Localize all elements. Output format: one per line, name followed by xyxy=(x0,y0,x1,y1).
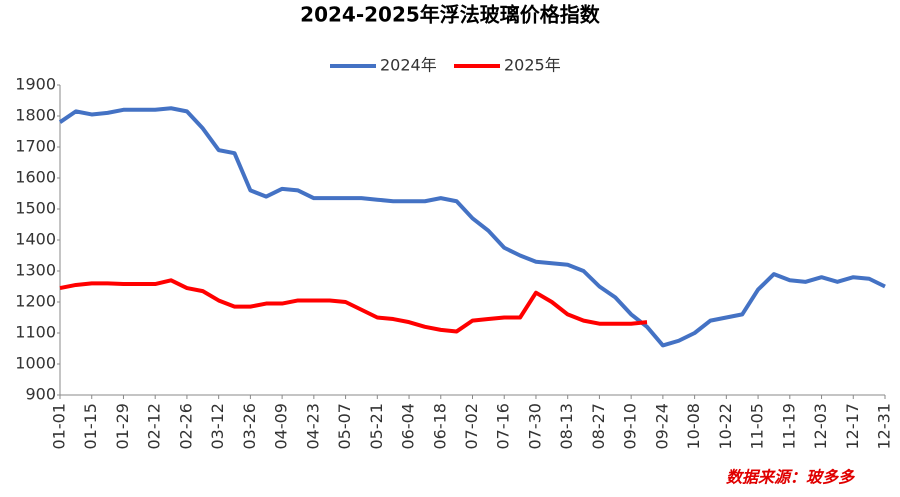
x-tick-label: 04-23 xyxy=(303,403,322,450)
x-tick-label: 12-31 xyxy=(875,403,894,450)
x-tick-label: 08-27 xyxy=(589,403,608,450)
x-tick-label: 02-26 xyxy=(176,403,195,450)
x-tick-label: 01-15 xyxy=(81,403,100,450)
x-tick-label: 05-21 xyxy=(367,403,386,450)
x-tick-label: 12-03 xyxy=(811,403,830,450)
legend-label: 2024年 xyxy=(380,56,437,75)
x-tick-label: 10-22 xyxy=(716,403,735,450)
x-tick-label: 03-12 xyxy=(208,403,227,450)
y-tick-label: 1300 xyxy=(15,261,56,280)
x-tick-label: 08-13 xyxy=(557,403,576,450)
y-tick-label: 900 xyxy=(25,385,56,404)
source: 数据来源：玻多多 xyxy=(726,468,856,487)
x-tick-label: 06-04 xyxy=(399,403,418,450)
x-tick-label: 04-09 xyxy=(272,403,291,450)
x-tick-label: 01-29 xyxy=(113,403,132,450)
x-tick-label: 11-19 xyxy=(779,403,798,450)
y-tick-label: 1400 xyxy=(15,230,56,249)
y-tick-label: 1600 xyxy=(15,168,56,187)
x-tick-label: 07-30 xyxy=(525,403,544,450)
x-tick-label: 01-01 xyxy=(50,403,69,450)
y-tick-label: 1000 xyxy=(15,354,56,373)
x-tick-label: 09-24 xyxy=(652,403,671,450)
y-tick-label: 1900 xyxy=(15,75,56,94)
y-tick-label: 1700 xyxy=(15,137,56,156)
y-tick-label: 1200 xyxy=(15,292,56,311)
x-tick-label: 12-17 xyxy=(843,403,862,450)
x-tick-label: 02-12 xyxy=(145,403,164,450)
x-tick-label: 07-16 xyxy=(494,403,513,450)
x-tick-label: 06-18 xyxy=(430,403,449,450)
y-tick-label: 1500 xyxy=(15,199,56,218)
x-tick-label: 10-08 xyxy=(684,403,703,450)
line-series xyxy=(59,278,648,334)
y-tick-label: 1100 xyxy=(15,323,56,342)
x-tick-label: 07-02 xyxy=(462,403,481,450)
x-tick-label: 09-10 xyxy=(621,403,640,450)
chart-title: 2024-2025年浮法玻璃价格指数 xyxy=(300,3,601,27)
x-tick-label: 11-05 xyxy=(748,403,767,450)
x-tick-label: 03-26 xyxy=(240,403,259,450)
y-tick-label: 1800 xyxy=(15,106,56,125)
x-tick-label: 05-07 xyxy=(335,403,354,450)
legend-label: 2025年 xyxy=(504,56,561,75)
line-series xyxy=(58,106,886,348)
